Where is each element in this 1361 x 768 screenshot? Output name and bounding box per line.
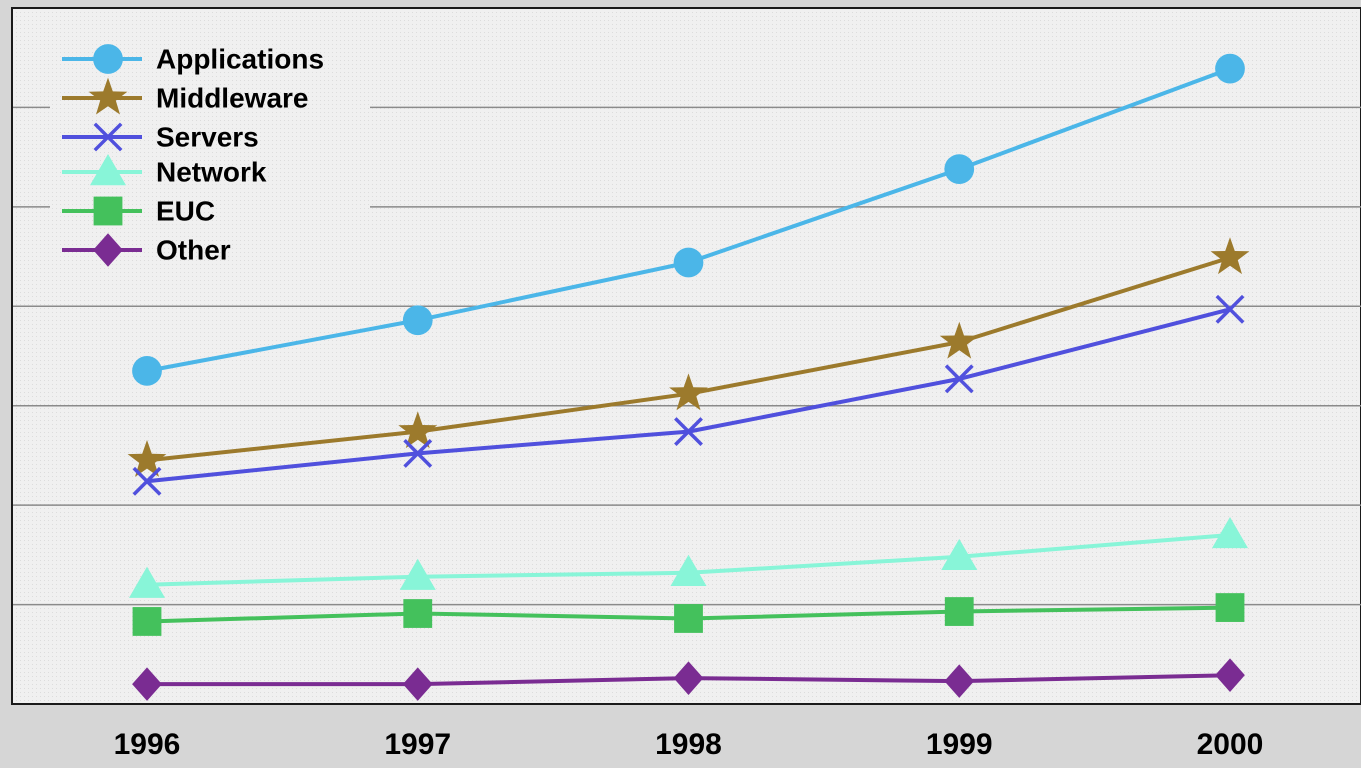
data-point-other-1999 — [944, 664, 975, 698]
legend-label-applications: Applications — [156, 43, 324, 74]
legend-marker-servers — [93, 122, 123, 152]
legend-label-other: Other — [156, 234, 231, 265]
data-point-applications-1997 — [402, 305, 433, 336]
x-tick-label: 1997 — [384, 728, 451, 761]
series-other — [132, 658, 1245, 701]
x-axis-ticks: 1996 1997 1998 1999 2000 — [114, 728, 1264, 761]
data-point-applications-1999 — [944, 154, 975, 184]
legend-item-other: Other — [62, 233, 231, 267]
legend-item-middleware: Middleware — [62, 77, 308, 115]
x-tick-label: 1998 — [655, 728, 722, 761]
series-applications — [132, 53, 1245, 386]
data-point-other-1997 — [402, 667, 433, 701]
data-point-euc-1996 — [132, 607, 162, 636]
data-point-network-1999 — [941, 538, 978, 571]
legend-item-servers: Servers — [62, 121, 259, 152]
series-servers — [132, 294, 1245, 496]
legend-marker-network — [90, 154, 126, 186]
data-point-other-2000 — [1215, 658, 1245, 692]
data-point-servers-1998 — [674, 417, 703, 447]
data-point-network-1997 — [399, 558, 436, 590]
x-tick-label: 1999 — [926, 728, 993, 761]
legend-item-euc: EUC — [62, 195, 215, 226]
data-point-applications-2000 — [1215, 53, 1245, 84]
legend-marker-euc — [93, 196, 123, 226]
data-point-euc-1998 — [674, 604, 703, 633]
legend-item-network: Network — [62, 154, 267, 187]
legend-marker-other — [93, 233, 123, 267]
data-point-servers-2000 — [1215, 294, 1245, 324]
x-tick-label: 1996 — [114, 728, 181, 761]
legend-marker-middleware — [88, 77, 128, 115]
data-point-applications-1996 — [132, 356, 162, 386]
legend-label-servers: Servers — [156, 121, 259, 152]
legend-marker-applications — [93, 44, 123, 74]
data-point-other-1996 — [132, 667, 162, 701]
data-point-middleware-2000 — [1210, 237, 1250, 275]
series-euc — [132, 593, 1245, 636]
data-point-middleware-1998 — [669, 373, 708, 411]
legend-item-applications: Applications — [62, 43, 324, 74]
data-point-servers-1996 — [132, 466, 162, 496]
x-tick-label: 2000 — [1197, 728, 1264, 761]
legend: Applications Middleware Servers Network EUC O… — [62, 43, 324, 267]
legend-label-network: Network — [156, 156, 267, 187]
data-point-other-1998 — [673, 661, 704, 695]
data-point-network-1998 — [670, 554, 707, 586]
data-point-servers-1999 — [944, 364, 974, 394]
series-network — [129, 516, 1248, 598]
data-point-euc-1997 — [403, 599, 433, 628]
data-point-euc-2000 — [1215, 593, 1245, 622]
data-point-middleware-1999 — [939, 321, 979, 359]
data-point-euc-1999 — [944, 597, 974, 626]
data-point-network-2000 — [1212, 516, 1248, 549]
data-point-servers-1997 — [403, 439, 433, 468]
data-point-applications-1998 — [673, 247, 704, 278]
data-point-middleware-1996 — [127, 440, 167, 477]
legend-label-middleware: Middleware — [156, 82, 308, 113]
series-layer — [127, 53, 1250, 701]
data-point-middleware-1997 — [398, 411, 438, 449]
data-point-network-1996 — [129, 566, 165, 598]
series-middleware — [127, 237, 1250, 477]
legend-label-euc: EUC — [156, 195, 215, 226]
